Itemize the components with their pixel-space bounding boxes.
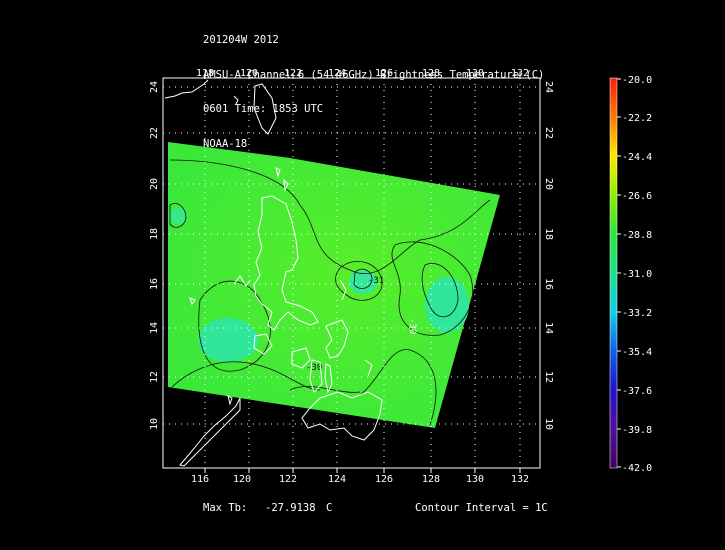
lon-label-top: 126 [375,68,393,79]
product-title: AMSU-A Channel 6 (54.46GHz) Brightness T… [203,68,545,81]
colorbar-label: -39.8 [622,425,652,436]
lat-label-left: 10 [149,418,160,430]
coastlines [164,79,383,467]
lon-label-bottom: 128 [422,474,440,485]
storm-id-line: 201204W 2012 [203,34,279,46]
lat-label-left: 16 [149,278,160,290]
cool-region-center [349,270,377,294]
time-line: 0601 Time: 1853 UTC [203,103,324,115]
colorbar-label: -31.0 [622,269,652,280]
lat-label-left: 22 [149,127,160,139]
cool-region-east [425,277,469,333]
brightness-temperature-swath [168,142,500,428]
contour-label-2: -31 [368,276,384,286]
lon-label-top: 118 [196,68,214,79]
colorbar-label: -35.4 [622,347,652,358]
colorbar-label: -37.6 [622,386,652,397]
lat-label-right: 14 [543,322,554,334]
contour-interval: Contour Interval = 1C [415,502,548,514]
lon-label-bottom: 124 [328,474,346,485]
colorbar-label: -28.8 [622,230,652,241]
lat-label-right: 20 [543,178,554,190]
graticule [163,78,540,468]
lat-label-left: 24 [149,81,160,93]
lon-label-top: 132 [511,68,529,79]
lat-label-right: 22 [543,127,554,139]
max-tb-label: Max Tb: [203,502,248,514]
contour-label-3: -30 [306,363,322,373]
lat-label-right: 10 [543,418,554,430]
cool-region-north [169,208,187,224]
lon-label-top: 124 [328,68,346,79]
lat-label-right: 12 [543,371,554,383]
lat-label-left: 18 [149,228,160,240]
colorbar-label: -24.4 [622,152,652,163]
lon-label-bottom: 120 [233,474,251,485]
lat-label-left: 12 [149,371,160,383]
contour-label-1: -30 [407,318,417,334]
lat-label-left: 20 [149,178,160,190]
lon-label-bottom: 116 [191,474,209,485]
max-tb-unit: C [326,502,333,514]
colorbar-label: -42.0 [622,463,652,474]
lon-label-bottom: 126 [375,474,393,485]
lon-label-bottom: 132 [511,474,529,485]
lon-label-top: 122 [284,68,302,79]
max-tb-value: -27.9138 [265,502,316,514]
plot-frame [162,77,541,469]
cool-region-luzon-west [198,318,258,362]
lat-label-right: 18 [543,228,554,240]
lon-label-top: 120 [240,68,258,79]
colorbar [609,77,618,469]
colorbar-label: -22.2 [622,113,652,124]
colorbar-label: -33.2 [622,308,652,319]
colorbar-label: -20.0 [622,75,652,86]
lon-label-bottom: 122 [279,474,297,485]
lat-label-left: 14 [149,322,160,334]
lat-label-right: 16 [543,278,554,290]
lat-label-right: 24 [543,81,554,93]
header: 201204W 2012 AMSU-A Channel 6 (54.46GHz)… [203,12,544,162]
satellite-name: NOAA-18 [203,137,248,150]
lon-label-bottom: 130 [466,474,484,485]
colorbar-label: -26.6 [622,191,652,202]
contour-lines [169,159,491,426]
lon-label-top: 130 [466,68,484,79]
lon-label-top: 128 [422,68,440,79]
